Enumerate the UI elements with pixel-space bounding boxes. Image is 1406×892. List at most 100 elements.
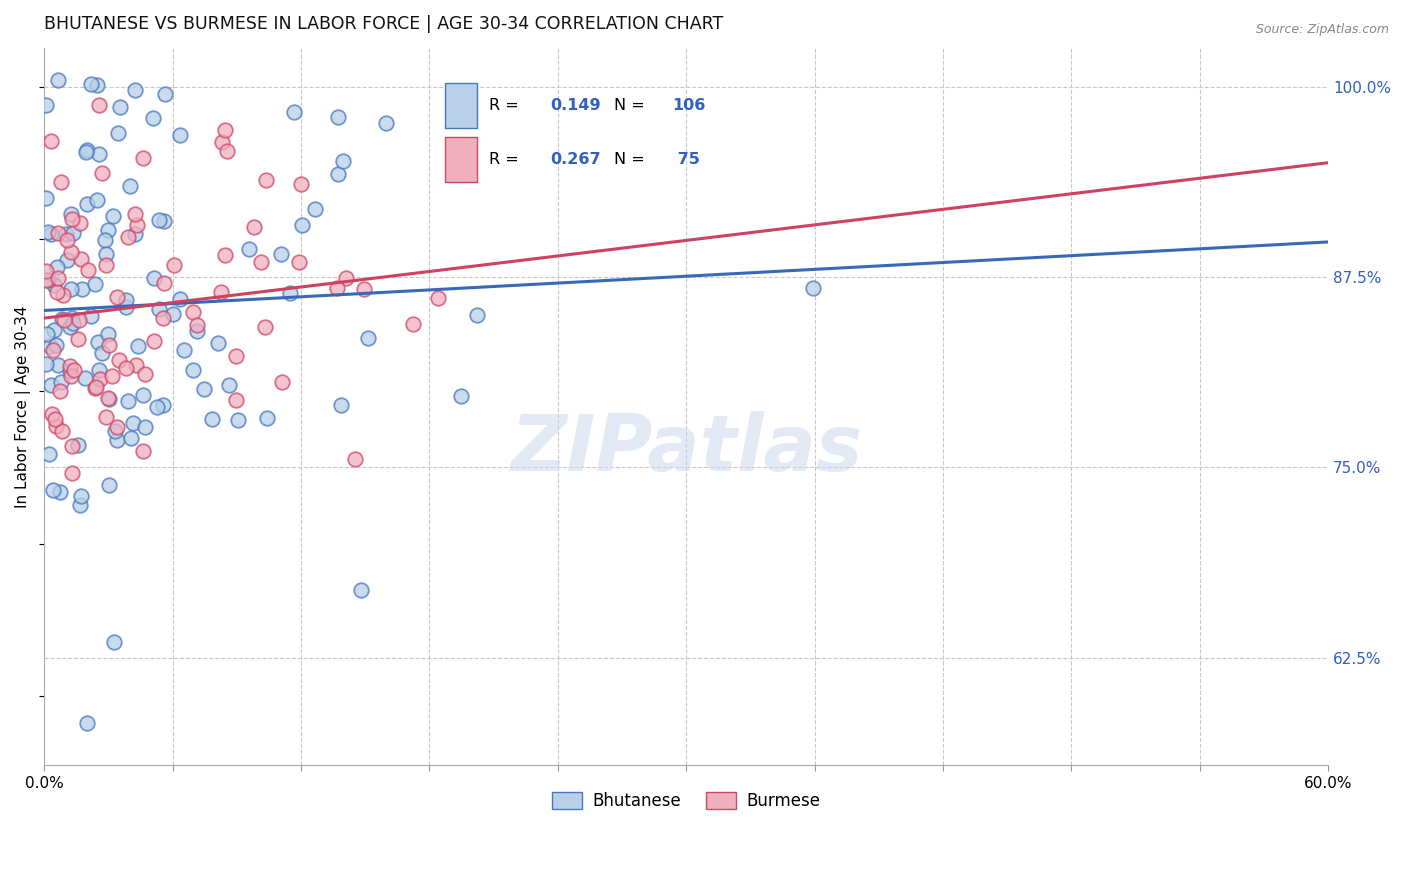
Point [98, 392, 121, 406]
Point [60, 369, 83, 384]
Point [97, 223, 120, 237]
Point [62, 226, 84, 240]
Point [402, 317, 425, 331]
Point [108, 100, 131, 114]
Point [332, 154, 354, 169]
Point [117, 393, 139, 408]
Point [62, 467, 84, 481]
Point [89, 371, 111, 385]
Point [46, 358, 69, 372]
Point [124, 227, 146, 241]
Point [127, 218, 149, 232]
Point [35, 273, 58, 287]
Point [225, 349, 247, 363]
Point [131, 443, 153, 458]
Point [77, 263, 100, 277]
Point [153, 213, 176, 227]
Point [271, 375, 294, 389]
Point [90, 166, 112, 180]
Point [87, 97, 110, 112]
Point [214, 248, 236, 262]
Point [94, 233, 117, 247]
Point [39, 377, 62, 392]
Point [49, 176, 72, 190]
Point [103, 209, 125, 223]
Point [59, 364, 82, 378]
Point [173, 343, 195, 358]
Point [155, 87, 177, 101]
Point [94, 246, 117, 260]
Point [46, 285, 69, 299]
Point [46, 260, 69, 274]
Point [84, 380, 107, 394]
Point [35, 327, 58, 342]
Point [326, 110, 349, 124]
Point [127, 339, 149, 353]
Point [114, 361, 136, 376]
Point [38, 338, 60, 352]
Point [122, 417, 145, 431]
Point [181, 363, 204, 377]
Point [59, 207, 82, 221]
Point [254, 173, 277, 187]
Point [70, 489, 93, 503]
Point [62, 316, 84, 330]
Point [169, 128, 191, 142]
Y-axis label: In Labor Force | Age 30-34: In Labor Force | Age 30-34 [15, 305, 31, 508]
Point [87, 363, 110, 377]
Point [169, 292, 191, 306]
Point [35, 191, 58, 205]
Point [37, 272, 59, 286]
Point [55, 227, 77, 241]
Point [291, 219, 314, 233]
Point [49, 485, 72, 500]
Point [60, 244, 83, 259]
Point [105, 433, 128, 447]
Point [114, 293, 136, 308]
Point [69, 216, 91, 230]
Point [148, 301, 170, 316]
Point [56, 252, 79, 267]
Point [238, 242, 260, 256]
Point [60, 311, 83, 326]
Point [45, 419, 67, 434]
Point [211, 135, 233, 149]
Point [45, 337, 67, 351]
Point [35, 98, 58, 112]
Point [186, 318, 208, 332]
Point [42, 277, 65, 292]
Point [132, 151, 155, 165]
Point [124, 207, 146, 221]
Point [186, 324, 208, 338]
Point [87, 147, 110, 161]
Point [330, 398, 353, 412]
Point [142, 111, 165, 125]
Point [117, 230, 139, 244]
Point [357, 331, 380, 345]
Point [124, 358, 146, 372]
Point [120, 431, 142, 445]
Point [84, 381, 107, 395]
Point [256, 411, 278, 425]
Point [145, 400, 167, 414]
Point [80, 77, 103, 91]
Text: Source: ZipAtlas.com: Source: ZipAtlas.com [1256, 23, 1389, 37]
Point [270, 247, 292, 261]
Point [37, 225, 59, 239]
Point [283, 105, 305, 120]
Point [39, 227, 62, 241]
Point [48, 271, 70, 285]
Point [101, 368, 124, 383]
Point [801, 281, 824, 295]
Point [427, 291, 450, 305]
Point [46, 72, 69, 87]
Point [225, 393, 247, 408]
Point [97, 391, 120, 405]
Point [105, 290, 128, 304]
Point [103, 635, 125, 649]
Point [163, 258, 186, 272]
Point [214, 123, 236, 137]
Point [49, 384, 72, 398]
Point [118, 179, 141, 194]
Point [76, 144, 98, 158]
